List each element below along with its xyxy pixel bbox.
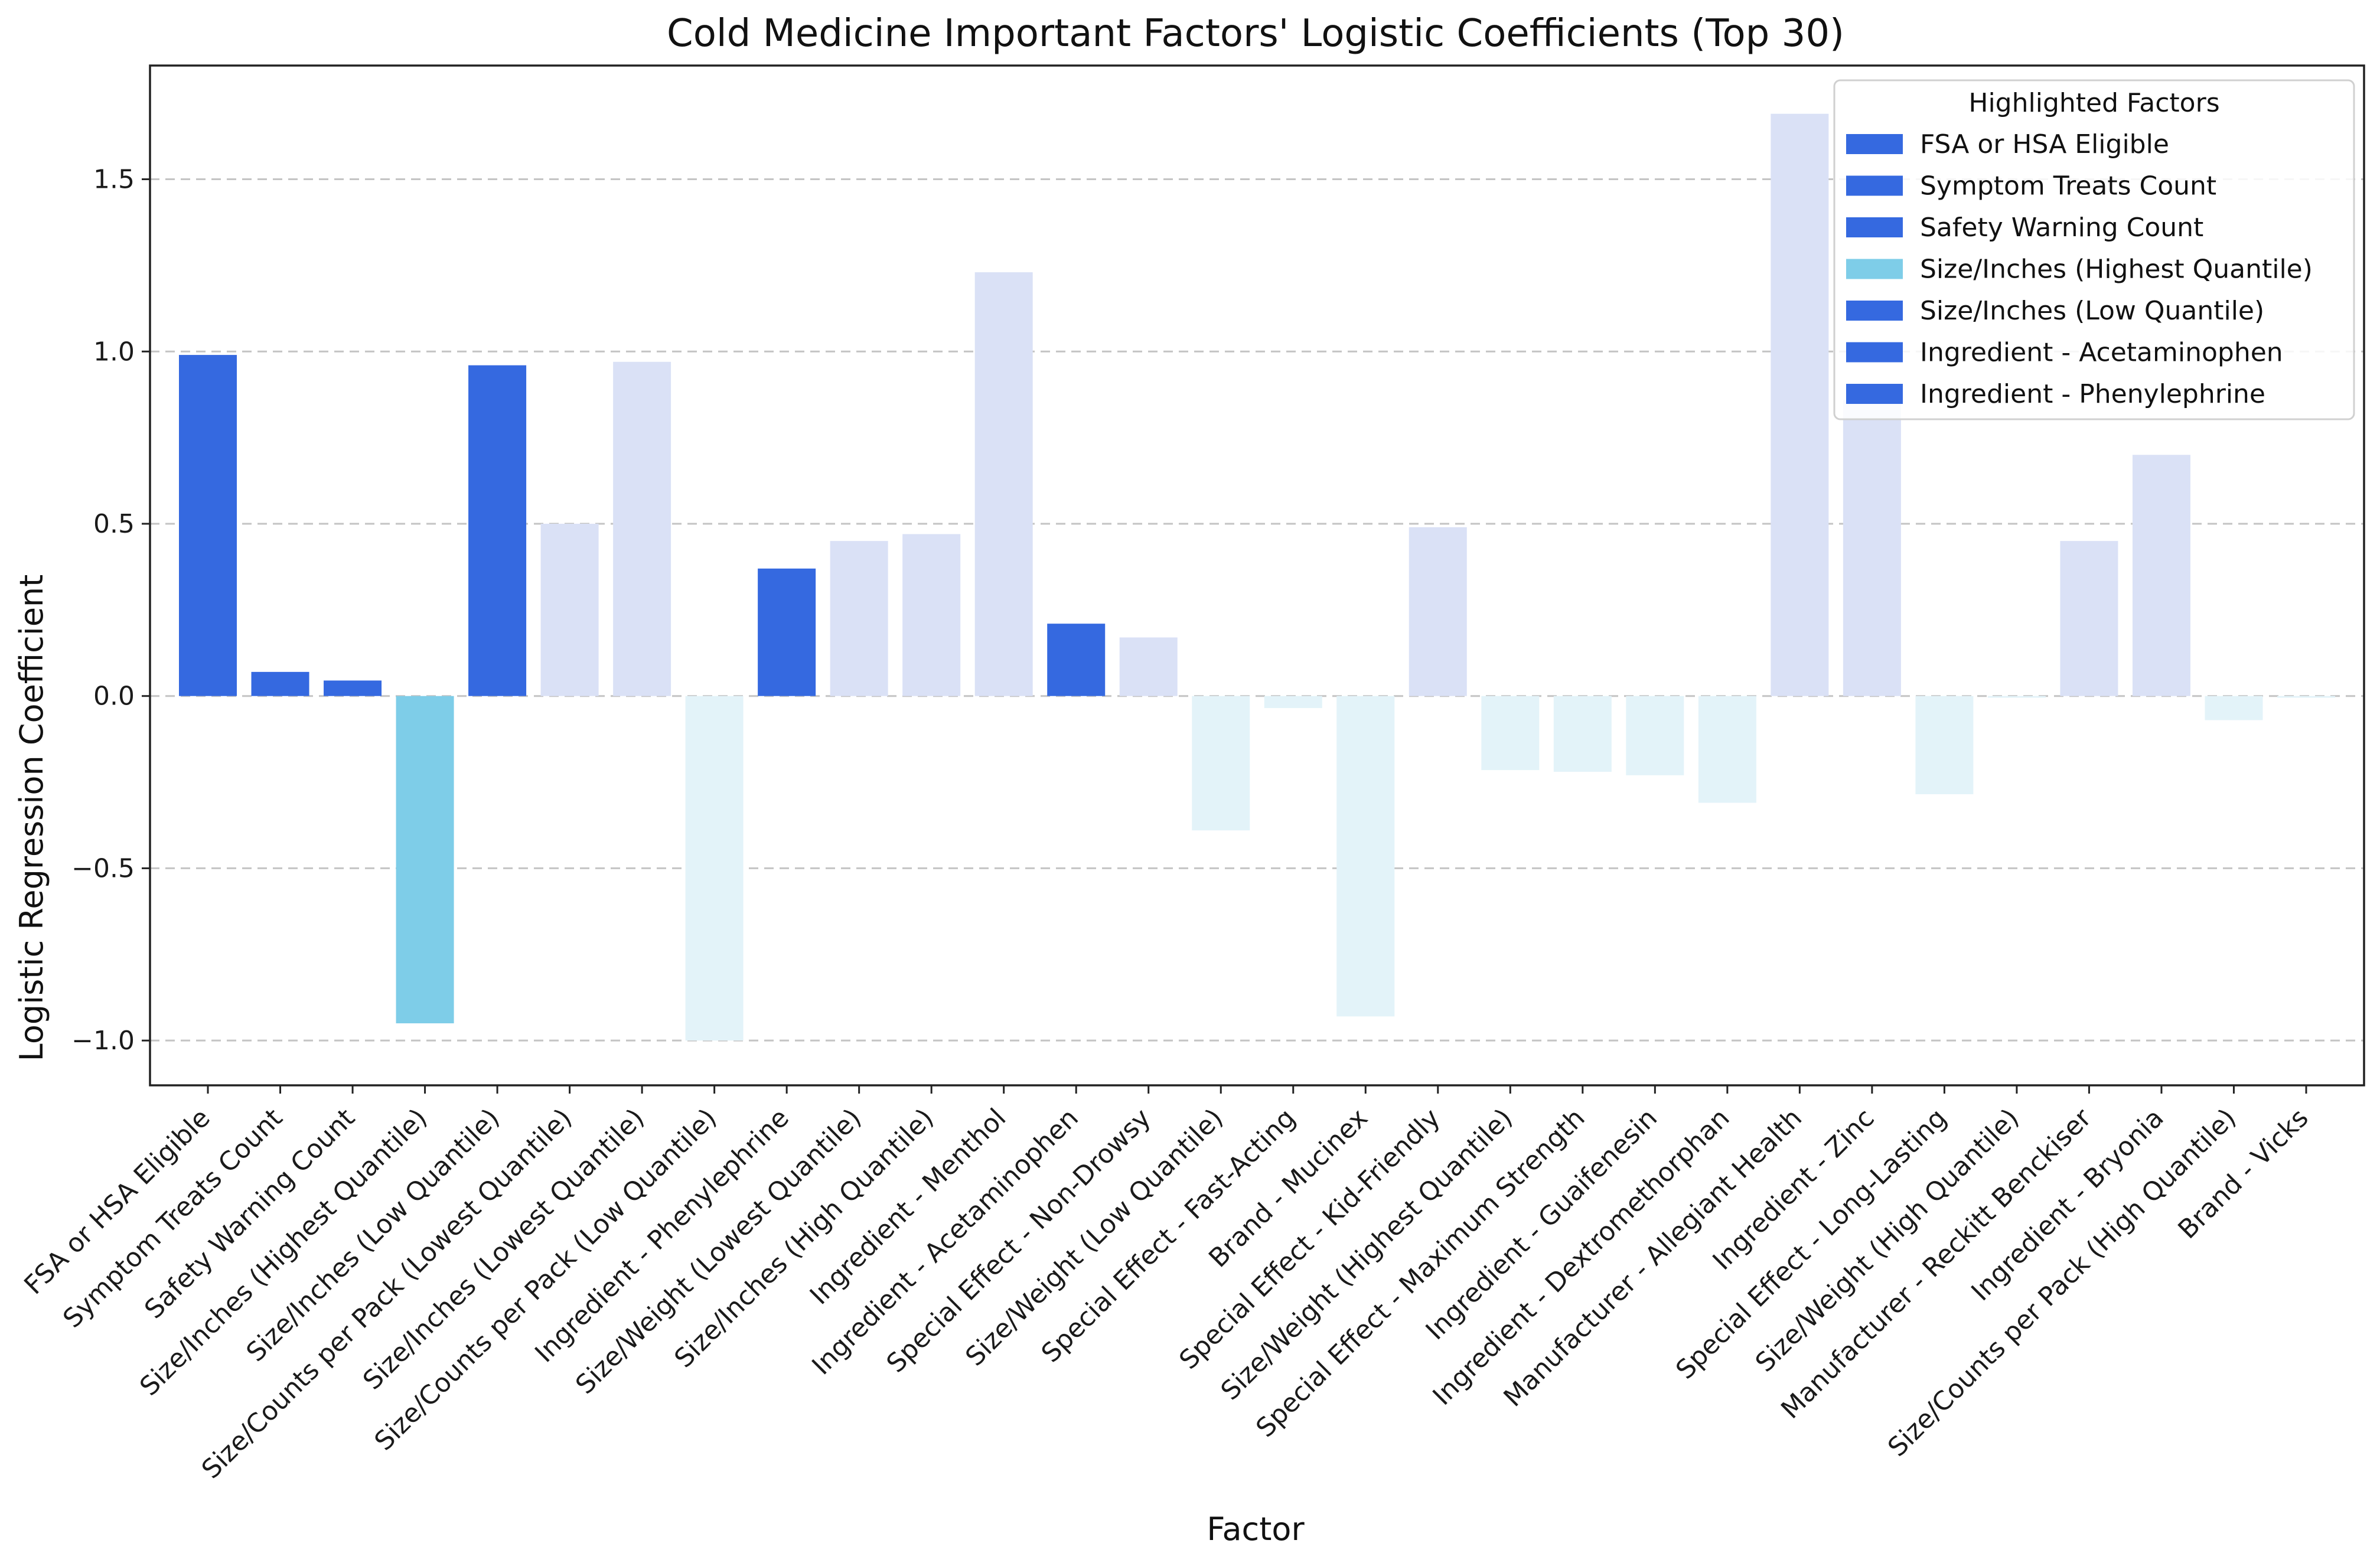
bar (396, 696, 454, 1023)
bar (1192, 696, 1250, 831)
bar (251, 671, 309, 696)
bar (1698, 696, 1756, 803)
y-axis-label: Logistic Regression Coefficient (13, 575, 50, 1062)
legend-swatch (1846, 217, 1903, 237)
bar (1843, 399, 1901, 696)
bar (1047, 624, 1106, 696)
chart-title: Cold Medicine Important Factors' Logisti… (667, 12, 1844, 56)
y-tick-label: 0.5 (93, 509, 135, 539)
bar (2205, 696, 2263, 720)
plot-frame (149, 64, 2365, 1087)
legend-entry-label: FSA or HSA Eligible (1920, 129, 2169, 159)
bar (758, 568, 816, 696)
bar (1915, 696, 1974, 794)
legend-swatch (1846, 384, 1903, 404)
bar (1626, 696, 1684, 775)
bar (1987, 696, 2046, 698)
bar (1553, 696, 1612, 772)
x-axis-label: Factor (1207, 1510, 1305, 1548)
y-tick-label: 1.0 (93, 337, 135, 367)
legend-box (1833, 79, 2355, 420)
legend-entry-label: Ingredient - Acetaminophen (1920, 338, 2283, 368)
legend-entry-label: Safety Warning Count (1920, 213, 2203, 243)
bar (2277, 696, 2335, 698)
bars (179, 113, 2335, 1041)
legend-swatch (1846, 259, 1903, 279)
legend-swatch (1846, 134, 1903, 154)
y-tick-label: 0.0 (93, 681, 135, 712)
legend: Highlighted Factors FSA or HSA Eligible Sy… (1833, 79, 2355, 420)
legend-entry-label: Size/Inches (Highest Quantile) (1920, 255, 2313, 285)
y-tick-label: 1.5 (93, 165, 135, 195)
legend-swatch (1846, 175, 1903, 196)
legend-swatch (1846, 301, 1903, 321)
legend-swatch (1846, 342, 1903, 363)
legend-entry-label: Symptom Treats Count (1920, 171, 2216, 201)
y-tick-label: −0.5 (71, 853, 135, 883)
bar (830, 541, 888, 696)
legend-entry-label: Size/Inches (Low Quantile) (1920, 296, 2264, 326)
bar (685, 696, 744, 1041)
bar (1481, 696, 1540, 771)
bar (613, 361, 671, 696)
bar (324, 680, 382, 696)
bar (902, 534, 961, 696)
axes (149, 64, 2365, 1087)
bar (1771, 113, 1829, 696)
bar (1264, 696, 1322, 709)
bar (179, 355, 237, 696)
bar (468, 365, 527, 696)
bar (1336, 696, 1395, 1017)
bar (540, 523, 599, 696)
bar (2132, 455, 2190, 696)
legend-title: Highlighted Factors (1968, 88, 2219, 118)
y-tick-label: −1.0 (71, 1026, 135, 1056)
y-axis-ticks: −1.0 −0.5 0.0 0.5 1.0 1.5 (71, 165, 150, 1056)
bar (1409, 527, 1467, 696)
legend-entry-label: Ingredient - Phenylephrine (1920, 379, 2265, 409)
bar (974, 272, 1033, 696)
bar (2060, 541, 2118, 696)
bar (1119, 637, 1178, 696)
